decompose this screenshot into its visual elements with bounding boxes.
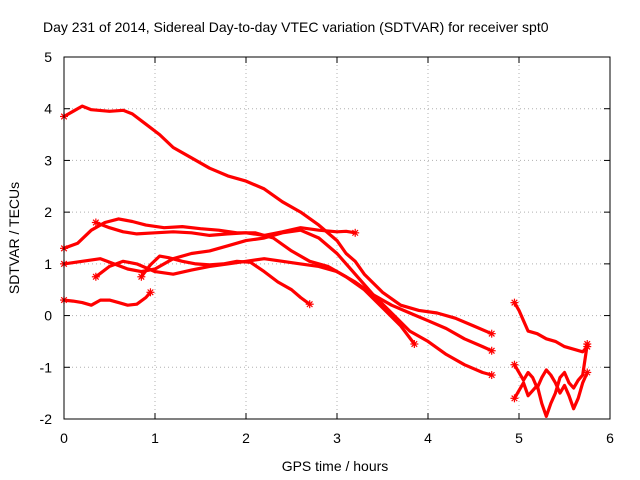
series-arc-10 [510,340,592,418]
data-point [583,340,592,349]
series-line [62,228,494,377]
data-point [137,272,146,281]
data-point [510,394,519,403]
data-point [91,272,100,281]
x-tick-label: 2 [242,430,250,446]
data-point [91,218,100,227]
x-tick-label: 1 [151,430,159,446]
data-point [146,288,155,297]
series-arc-8 [510,298,592,354]
data-point [487,329,496,338]
y-tick-label: 3 [44,152,52,168]
x-tick-labels: 0 1 2 3 4 5 6 [60,430,614,446]
data-point [510,360,519,369]
series-arc-7 [60,288,155,307]
x-tick-label: 6 [606,430,614,446]
y-axis-label: SDTVAR / TECUs [6,182,22,294]
y-tick-labels: -2 -1 0 1 2 3 4 5 [40,49,53,427]
y-tick-label: 0 [44,308,52,324]
chart-title: Day 231 of 2014, Sidereal Day-to-day VTE… [43,19,549,35]
series-line [512,301,589,354]
y-tick-label: 4 [44,101,52,117]
x-axis-label: GPS time / hours [282,458,389,474]
data-point [510,298,519,307]
y-tick-label: 5 [44,49,52,65]
series-line [94,220,357,237]
series-line [94,257,494,353]
y-tick-label: -2 [40,411,53,427]
data-point [305,300,314,309]
y-tick-label: -1 [40,359,53,375]
series-line [62,290,152,307]
series-line [512,342,589,418]
data-point [351,228,360,237]
grid [64,57,610,419]
y-tick-label: 1 [44,256,52,272]
data-point [410,340,419,349]
series-line [139,254,312,306]
series-line [512,363,589,411]
x-tick-label: 5 [515,430,523,446]
series-layer [60,104,592,418]
data-point [487,371,496,380]
plot-frame [63,56,611,420]
y-tick-label: 2 [44,204,52,220]
series-line [62,104,494,336]
x-tick-label: 3 [333,430,341,446]
data-point [487,346,496,355]
series-arc-6 [137,254,314,309]
series-arc-4 [91,257,496,355]
x-tick-label: 0 [60,430,68,446]
x-tick-label: 4 [424,430,432,446]
series-arc-5 [91,218,360,237]
